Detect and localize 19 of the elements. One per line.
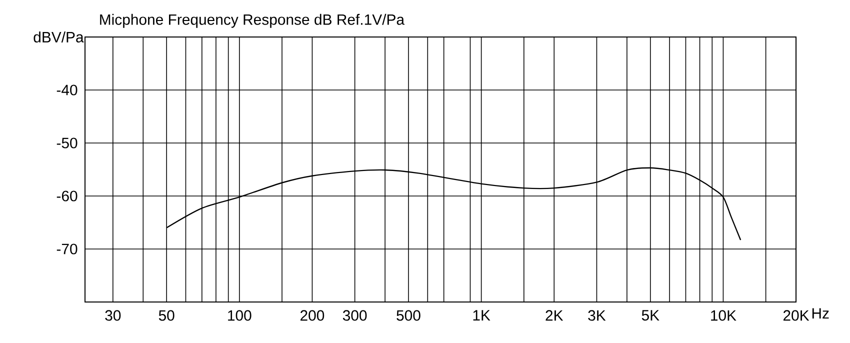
x-tick-label: 1K — [473, 310, 490, 320]
x-axis-title: Hz — [812, 308, 829, 318]
x-tick-label: 20K — [783, 310, 810, 321]
y-axis-title: dBV/Pa — [34, 32, 84, 42]
y-tick-label: -60 — [56, 190, 78, 202]
x-tick-label: 100 — [228, 310, 252, 321]
chart-title: Micphone Frequency Response dB Ref.1V/Pa — [100, 14, 405, 28]
x-tick-label: 10K — [711, 310, 736, 321]
x-tick-label: 500 — [396, 310, 420, 321]
x-tick-label: 2K — [546, 310, 564, 321]
y-tick-label: -70 — [56, 244, 78, 254]
y-tick-label: -50 — [56, 138, 78, 148]
x-tick-label: 300 — [342, 310, 367, 321]
x-tick-label: 5K — [642, 310, 660, 321]
x-tick-label: 50 — [158, 310, 174, 321]
x-tick-label: 30 — [105, 310, 121, 321]
x-tick-label: 3K — [588, 310, 606, 321]
x-tick-label: 200 — [300, 310, 324, 321]
y-tick-label: -40 — [56, 84, 78, 96]
